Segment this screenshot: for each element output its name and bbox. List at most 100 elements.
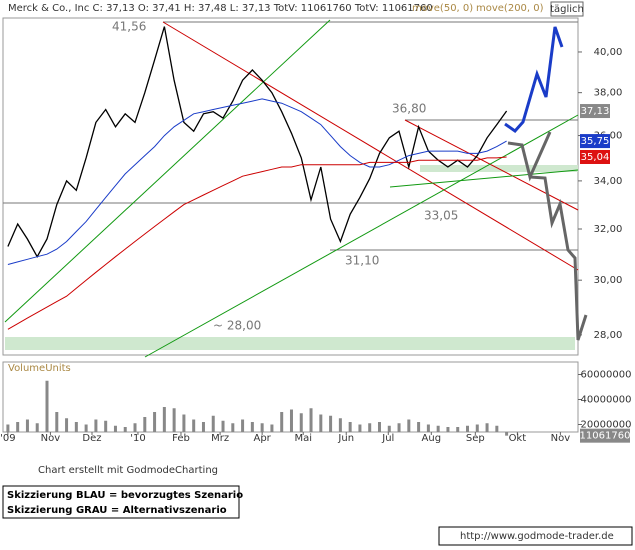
last-value-box — [580, 104, 610, 119]
last-value-box — [580, 149, 610, 164]
volume-bar — [505, 432, 509, 436]
volume-bar — [6, 424, 10, 432]
volume-bar — [241, 419, 245, 432]
legend-entry: move(50, 0) — [412, 3, 473, 14]
last-value-label: 35,75 — [581, 136, 610, 147]
volume-bar — [55, 412, 59, 432]
volume-bar — [456, 427, 460, 432]
note: Skizzierung BLAU = bevorzugtes Szenario — [7, 490, 243, 501]
x-tick-label: '10 — [130, 433, 145, 444]
volume-bar — [289, 409, 293, 432]
volume-bar — [84, 424, 88, 432]
volume-bar — [417, 422, 421, 432]
volume-bar — [348, 422, 352, 432]
volume-bar — [172, 408, 176, 432]
volume-bar — [133, 423, 137, 432]
annotation: 33,05 — [424, 209, 458, 223]
volume-bar — [162, 407, 166, 432]
volume-bar — [397, 423, 401, 432]
volume-bar — [436, 425, 440, 432]
volume-bar — [358, 424, 362, 432]
volume-title: VolumeUnits — [8, 363, 71, 374]
x-tick-label: Feb — [172, 433, 190, 444]
x-tick-label: Sep — [466, 433, 485, 444]
volume-bar — [368, 423, 372, 432]
notes-box — [2, 485, 240, 519]
last-value-label: 37,13 — [581, 106, 610, 117]
x-tick-label: Mrz — [211, 433, 229, 444]
last-value-box — [580, 134, 610, 149]
volume-bar — [211, 415, 215, 432]
annotation: 31,10 — [345, 254, 379, 268]
last-value-label: 11061760 — [580, 431, 631, 442]
y-tick-label: 28,00 — [594, 330, 623, 341]
price-line — [7, 26, 508, 259]
volume-bar — [94, 419, 98, 432]
volume-bar — [25, 419, 29, 432]
volume-bar — [280, 412, 284, 432]
y-tick-label: 20000000 — [581, 420, 632, 431]
credit: Chart erstellt mit GodmodeCharting — [38, 465, 218, 476]
chart-title: Merck & Co., Inc C: 37,13 O: 37,41 H: 37… — [8, 3, 433, 14]
x-tick-label: Nov — [41, 433, 61, 444]
volume-bar — [143, 417, 147, 432]
x-tick-label: '09 — [0, 433, 15, 444]
url-box — [438, 526, 633, 546]
volume-bar — [407, 419, 411, 432]
url[interactable]: http://www.godmode-trader.de — [460, 531, 614, 542]
volume-bar — [113, 425, 117, 432]
volume-bar — [182, 414, 186, 432]
volume-bar — [329, 415, 333, 432]
volume-bar — [495, 425, 499, 432]
trend-line — [389, 169, 579, 188]
volume-bar — [426, 424, 430, 432]
volume-bar — [192, 419, 196, 432]
volume-bar — [377, 422, 381, 432]
y-tick-label: 38,00 — [594, 88, 623, 99]
volume-bar — [485, 423, 489, 432]
y-tick-label: 40,00 — [594, 47, 623, 58]
volume-bar — [123, 427, 127, 432]
legend-entry: move(200, 0) — [476, 3, 544, 14]
moving-average — [7, 156, 507, 330]
annotation: ~ 28,00 — [213, 319, 261, 333]
volume-bar — [153, 412, 157, 432]
y-tick-label: 32,00 — [594, 224, 623, 235]
x-tick-label: Aug — [422, 433, 442, 444]
last-value-label: 35,04 — [581, 152, 610, 163]
x-tick-label: Dez — [82, 433, 101, 444]
volume-bar — [446, 427, 450, 432]
volume-bar — [338, 418, 342, 432]
x-tick-label: Mai — [294, 433, 312, 444]
blue-scenario — [504, 26, 564, 133]
last-value-box — [580, 428, 630, 443]
volume-bar — [35, 423, 39, 432]
volume-bar — [250, 422, 254, 432]
note: Skizzierung GRAU = Alternativszenario — [7, 505, 227, 516]
x-tick-label: Jul — [381, 433, 394, 444]
volume-bar — [74, 422, 78, 432]
volume-bar — [260, 423, 264, 432]
gray-scenario — [507, 131, 552, 182]
volume-bar — [475, 424, 479, 432]
interval[interactable]: täglich — [550, 4, 584, 15]
volume-bar — [221, 420, 225, 432]
volume-bar — [319, 414, 323, 432]
annotation: 41,56 — [112, 20, 146, 34]
marks: 37,13 35,75 35,04 11061760 — [6, 26, 631, 443]
volume-bar — [231, 423, 235, 432]
x-tick-label: Apr — [253, 433, 271, 444]
volume-bar — [16, 422, 20, 432]
analysis — [3, 19, 588, 358]
moving-average — [7, 98, 507, 265]
volume-bar — [465, 425, 469, 432]
y-tick-label: 40000000 — [581, 395, 632, 406]
volume-bar — [45, 380, 49, 432]
gray-scenario — [529, 175, 588, 341]
volume-bar — [270, 424, 274, 432]
volume-bar — [299, 413, 303, 432]
y-tick-label: 34,00 — [594, 176, 623, 187]
interval-box[interactable] — [550, 1, 584, 17]
price-panel — [2, 17, 579, 356]
